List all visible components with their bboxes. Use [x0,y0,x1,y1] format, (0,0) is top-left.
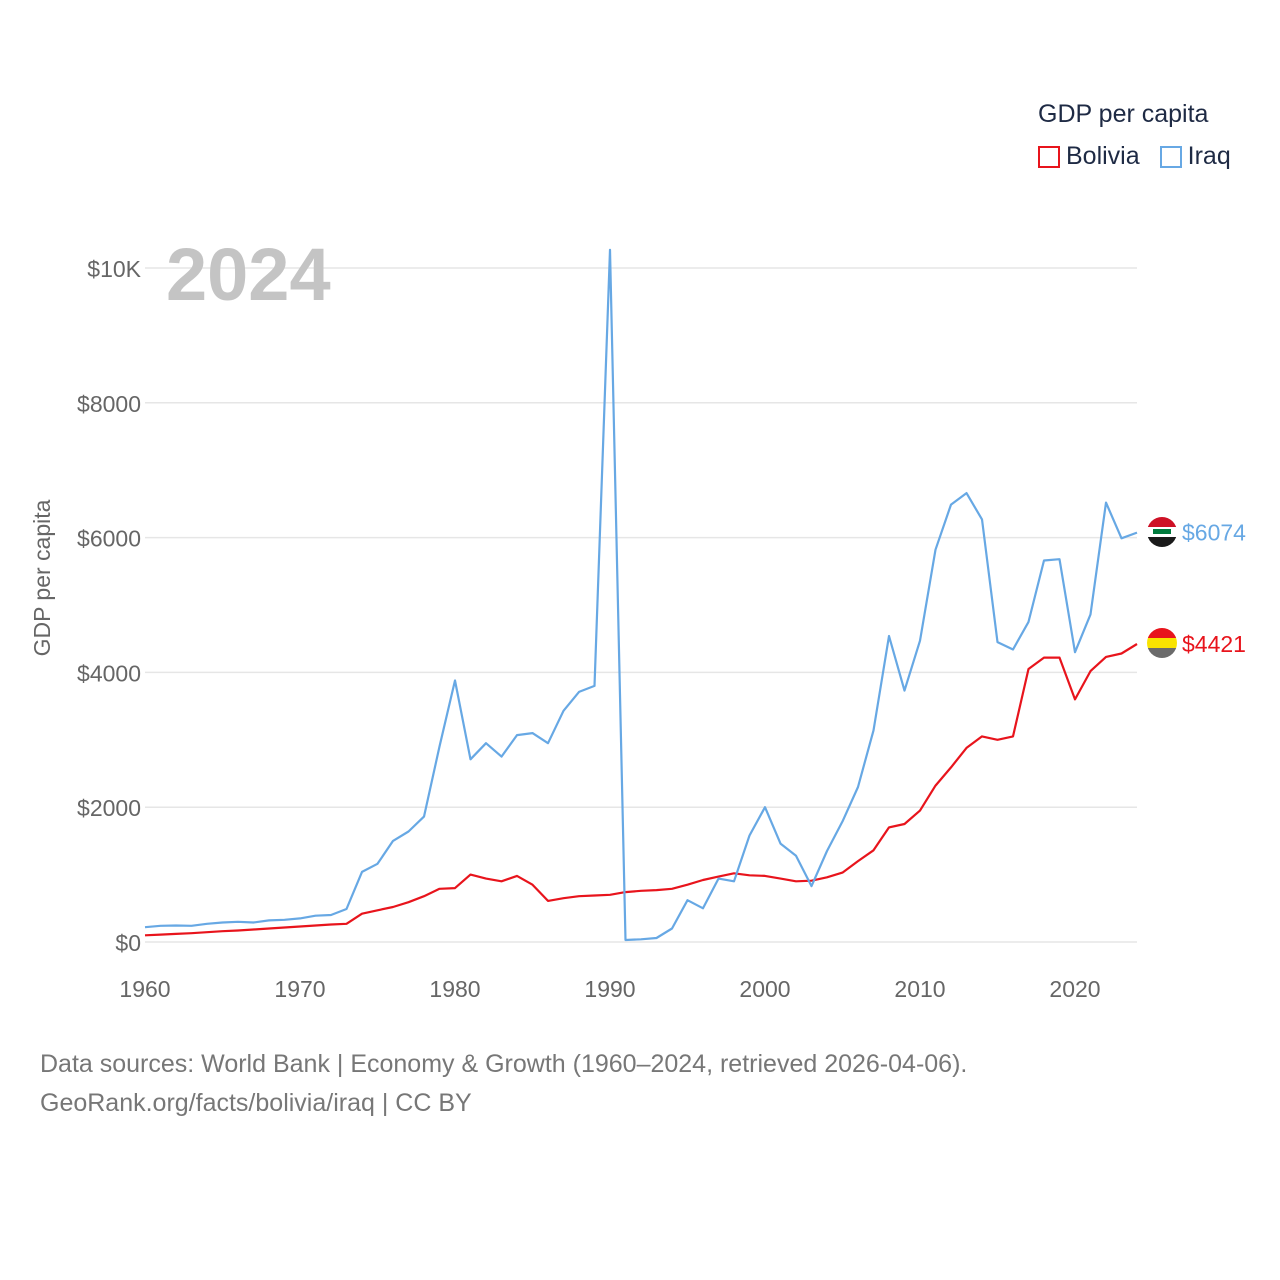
legend: Bolivia Iraq [1038,142,1251,171]
data-source-text: Data sources: World Bank | Economy & Gro… [40,1050,968,1078]
x-tick-label: 1960 [119,976,170,1002]
attribution-text: GeoRank.org/facts/bolivia/iraq | CC BY [40,1089,472,1117]
x-tick-label: 1980 [429,976,480,1002]
year-label: 2024 [166,233,331,316]
end-value-label-bolivia: $4421 [1182,631,1246,657]
bolivia-flag-icon [1147,628,1177,658]
legend-item-bolivia[interactable]: Bolivia [1038,142,1140,171]
y-axis-title: GDP per capita [29,499,55,656]
y-tick-label: $10K [87,256,141,282]
legend-label-bolivia: Bolivia [1066,142,1140,170]
legend-title: GDP per capita [1038,100,1209,128]
y-tick-label: $2000 [77,795,141,821]
legend-swatch-iraq [1159,145,1182,168]
y-tick-label: $4000 [77,660,141,686]
x-tick-label: 1970 [274,976,325,1002]
x-tick-label: 2010 [894,976,945,1002]
end-value-label-iraq: $6074 [1182,520,1246,546]
x-tick-label: 2000 [739,976,790,1002]
legend-swatch-bolivia [1038,145,1060,168]
x-tick-label: 2020 [1049,976,1100,1002]
legend-label-iraq: Iraq [1187,142,1231,170]
y-tick-label: $6000 [77,526,141,552]
y-tick-label: $0 [115,930,141,956]
x-tick-label: 1990 [584,976,635,1002]
iraq-flag-icon [1147,517,1177,547]
series-line-iraq[interactable] [144,248,1138,942]
series-line-bolivia[interactable] [144,643,1138,937]
y-tick-label: $8000 [77,391,141,417]
legend-item-iraq[interactable]: Iraq [1159,142,1231,171]
footer: Data sources: World Bank | Economy & Gro… [40,1045,967,1123]
